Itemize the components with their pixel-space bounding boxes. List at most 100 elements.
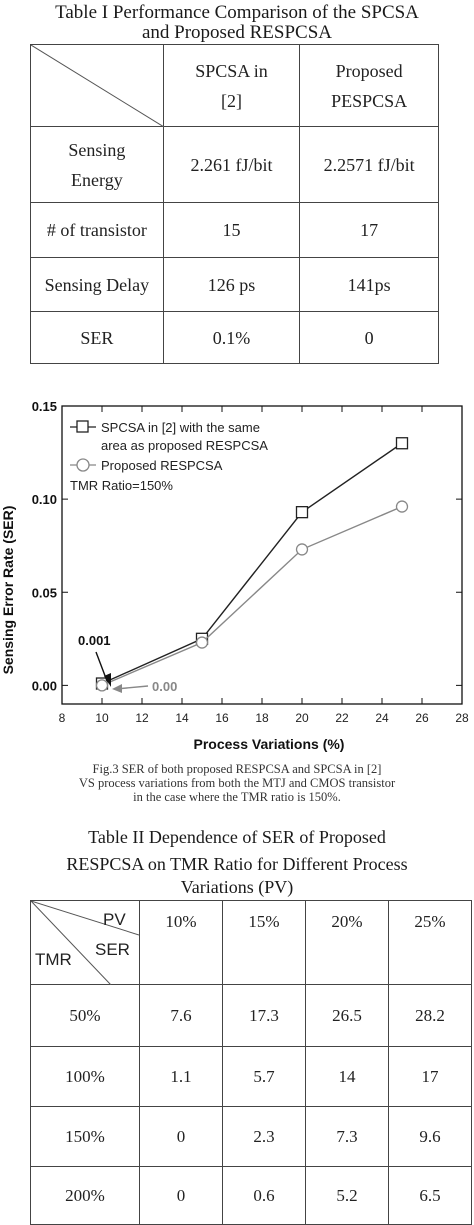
x-tick-label: 22 [335, 711, 349, 725]
series-line-spcsa [101, 442, 403, 685]
diagonal-line [31, 45, 164, 127]
table2: PV SER TMR 10% 15% 20% 25% 50% 7.6 17.3 … [30, 900, 472, 1225]
annotation-000: 0.00 [152, 679, 177, 694]
x-tick-label: 8 [59, 711, 66, 725]
y-tick-label: 0.05 [32, 585, 57, 600]
annotations: 0.001 0.00 [78, 633, 177, 694]
table1-row: SER 0.1% 0 [30, 311, 439, 364]
data-point-circle [295, 543, 309, 556]
table1-corner-cell [30, 44, 164, 127]
ser-value: 17 [388, 1046, 472, 1107]
table2-corner-cell: PV SER TMR [30, 900, 140, 985]
data-point-circle [95, 679, 109, 692]
table1-title-line1: Table I Performance Comparison of the SP… [55, 2, 419, 23]
x-tick-label: 18 [255, 711, 269, 725]
header-line: PESPCSA [331, 90, 408, 111]
cell-value: 126 ps [162, 257, 301, 312]
label-line: Energy [71, 169, 123, 190]
ser-value: 6.5 [388, 1166, 472, 1225]
annotation-0001: 0.001 [78, 633, 111, 648]
x-tick-label: 14 [175, 711, 189, 725]
legend-label-spcsa-line1: SPCSA in [2] with the same [101, 420, 260, 435]
data-point-circle [395, 500, 409, 513]
cell-value: 0.1% [162, 311, 301, 364]
ser-value: 14 [305, 1046, 389, 1107]
table1: SPCSA in [2] Proposed PESPCSA Sensing En… [30, 44, 439, 364]
table2-row: 200% 0 0.6 5.2 6.5 [30, 1166, 472, 1225]
cell-value: 0 [299, 311, 439, 364]
x-tick-label: 28 [455, 711, 469, 725]
legend-circle-marker [76, 458, 90, 472]
table2-header: 15% [222, 900, 306, 985]
x-tick-label: 24 [375, 711, 389, 725]
ser-value: 17.3 [222, 984, 306, 1047]
ser-value: 5.7 [222, 1046, 306, 1107]
table1-header-spcsa: SPCSA in [2] [162, 44, 301, 127]
cell-value: 2.261 fJ/bit [162, 126, 301, 203]
table1-title-line2: and Proposed RESPCSA [141, 22, 333, 43]
table2-row: 100% 1.1 5.7 14 17 [30, 1046, 472, 1107]
data-point-circle [195, 636, 209, 649]
tmr-value: 200% [30, 1166, 140, 1225]
table2-title-line2: RESPCSA on TMR Ratio for Different Proce… [66, 854, 408, 874]
table1-header-proposed: Proposed PESPCSA [299, 44, 439, 127]
ser-chart: 8 10 12 14 16 18 20 22 24 26 28 0.00 0.05 0.10 0.15 SP… [0, 399, 469, 752]
row-label: Sensing Delay [30, 257, 164, 312]
corner-diagonals: PV SER TMR [31, 901, 139, 985]
row-label: Sensing Energy [30, 126, 164, 203]
ser-value: 1.1 [139, 1046, 223, 1107]
corner-label-ser: SER [95, 940, 130, 959]
data-point-square [395, 437, 409, 450]
header-line: [2] [220, 90, 242, 111]
ser-value: 28.2 [388, 984, 472, 1047]
legend-label-spcsa-line2: area as proposed RESPCSA [101, 438, 268, 453]
ser-value: 2.3 [222, 1106, 306, 1167]
cell-value: 2.2571 fJ/bit [299, 126, 439, 203]
legend-label-respcsa: Proposed RESPCSA [101, 458, 223, 473]
x-tick-label: 20 [295, 711, 309, 725]
arrow-head-icon [104, 673, 111, 687]
arrow-head-icon [112, 684, 122, 693]
ser-value: 9.6 [388, 1106, 472, 1167]
x-tick-label: 10 [95, 711, 109, 725]
ser-value: 0 [139, 1106, 223, 1167]
table2-row: 50% 7.6 17.3 26.5 28.2 [30, 984, 472, 1047]
cell-value: 15 [162, 202, 301, 258]
corner-label-tmr: TMR [35, 950, 72, 969]
ser-value: 5.2 [305, 1166, 389, 1225]
tmr-value: 50% [30, 984, 140, 1047]
figure-caption-line2: VS process variations from both the MTJ … [78, 776, 396, 790]
table2-title-line3: Variations (PV) [180, 877, 294, 897]
y-tick-label: 0.00 [32, 678, 57, 693]
ser-value: 0 [139, 1166, 223, 1225]
header-line: Proposed [335, 60, 403, 81]
x-tick-label: 12 [135, 711, 149, 725]
corner-label-pv: PV [103, 910, 126, 929]
row-label: SER [30, 311, 164, 364]
x-tick-label: 26 [415, 711, 429, 725]
tmr-value: 150% [30, 1106, 140, 1167]
ser-value: 7.3 [305, 1106, 389, 1167]
table2-row: 150% 0 2.3 7.3 9.6 [30, 1106, 472, 1167]
ser-value: 7.6 [139, 984, 223, 1047]
legend-note-tmr: TMR Ratio=150% [70, 478, 173, 493]
ser-value: 0.6 [222, 1166, 306, 1225]
row-label: # of transistor [30, 202, 164, 258]
plot-axes: 8 10 12 14 16 18 20 22 24 26 28 0.00 0.05 0.10 0.15 [32, 399, 469, 725]
table1-row: # of transistor 15 17 [30, 202, 439, 258]
cell-value: 141ps [299, 257, 439, 312]
tmr-value: 100% [30, 1046, 140, 1107]
series-line-respcsa [101, 505, 403, 687]
y-tick-label: 0.15 [32, 399, 57, 414]
label-line: Sensing [68, 139, 126, 160]
legend: SPCSA in [2] with the same area as propo… [70, 420, 268, 493]
header-line: SPCSA in [195, 60, 268, 81]
table1-row: Sensing Delay 126 ps 141ps [30, 257, 439, 312]
x-axis-label: Process Variations (%) [194, 736, 345, 752]
table2-header: 20% [305, 900, 389, 985]
cell-value: 17 [299, 202, 439, 258]
data-point-square [295, 506, 309, 519]
table2-title-line1: Table II Dependence of SER of Proposed [88, 827, 386, 847]
figure-caption-line1: Fig.3 SER of both proposed RESPCSA and S… [92, 762, 382, 776]
legend-square-marker [76, 420, 89, 433]
